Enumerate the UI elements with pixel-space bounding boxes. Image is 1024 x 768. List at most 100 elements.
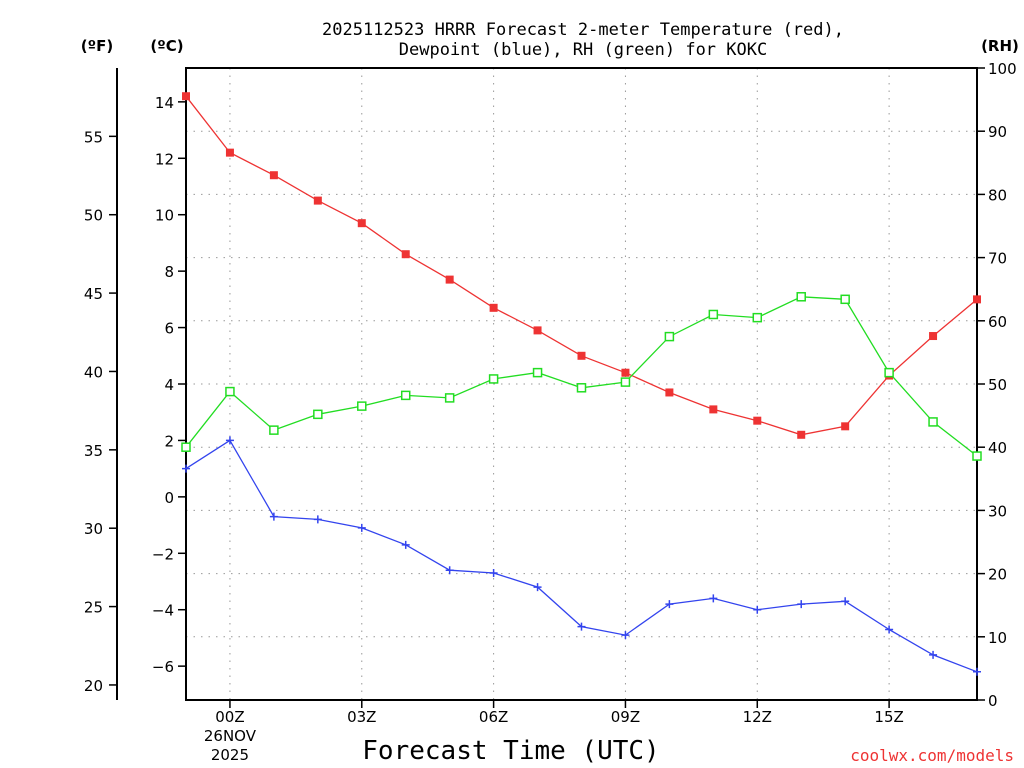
fahrenheit-tick-label: 45 (84, 285, 103, 303)
2-meter-temperature-point (489, 303, 498, 312)
x-tick-label: 00Z (215, 708, 244, 726)
rh-tick-label: 70 (988, 250, 1007, 268)
2-meter-temperature-point (445, 275, 454, 284)
rh-line (185, 296, 978, 457)
x-tick-label: 12Z (743, 708, 772, 726)
2-meter-temperature-point (182, 92, 190, 101)
celsius-tick-label: 10 (155, 207, 174, 225)
fahrenheit-tick-label: 35 (84, 442, 103, 460)
2-meter-temperature-point (841, 422, 850, 431)
celsius-tick-label: −4 (152, 602, 174, 620)
rh-point (928, 417, 938, 427)
x-axis-title: Forecast Time (UTC) (362, 736, 659, 766)
2-meter-temperature-point (665, 388, 674, 397)
rh-tick-label: 30 (988, 502, 1007, 520)
2-meter-temperature-point (225, 148, 234, 157)
2-meter-temperature-point (797, 430, 806, 439)
dewpoint-point (357, 523, 366, 532)
dewpoint-point (533, 583, 542, 592)
series-group (181, 92, 982, 676)
rh-tick-label: 50 (988, 376, 1007, 394)
dewpoint-point (621, 631, 630, 640)
2-meter-temperature-point (753, 416, 762, 425)
dewpoint-point (709, 594, 718, 603)
chart-title-line-1: 2025112523 HRRR Forecast 2-meter Tempera… (322, 20, 844, 40)
celsius-tick-label: 0 (164, 489, 174, 507)
rh-point (269, 425, 279, 435)
rh-tick-label: 100 (988, 60, 1017, 78)
x-tick-label: 09Z (611, 708, 640, 726)
rh-point (488, 374, 499, 384)
2-meter-temperature-point (973, 295, 981, 304)
x-tick-date-label: 26NOV (204, 727, 257, 745)
rh-point (313, 409, 323, 420)
dewpoint-point (841, 597, 850, 606)
2-meter-temperature-point (269, 171, 278, 180)
rh-point (357, 401, 367, 411)
dewpoint-point (797, 600, 806, 609)
credit-text: coolwx.com/models (850, 746, 1014, 765)
chart-title-line-2: Dewpoint (blue), RH (green) for KOKC (399, 40, 767, 60)
rh-point (796, 292, 806, 302)
rh-point (181, 442, 191, 452)
dewpoint-line (185, 439, 978, 673)
rh-unit-label: (RH) (981, 37, 1019, 55)
rh-tick-label: 90 (988, 123, 1007, 141)
rh-point (664, 331, 675, 342)
fahrenheit-unit-label: (ºF) (81, 37, 113, 55)
fahrenheit-tick-label: 30 (84, 520, 103, 538)
dewpoint-point (445, 566, 454, 575)
dewpoint-point (665, 600, 674, 609)
rh-tick-label: 80 (988, 186, 1007, 204)
dewpoint-point (753, 605, 762, 614)
x-tick-label: 06Z (479, 708, 508, 726)
x-tick-year-label: 2025 (211, 746, 249, 764)
2-meter-temperature-point (709, 405, 718, 414)
rh-point (400, 390, 411, 401)
2-meter-temperature-point (621, 368, 630, 377)
2-meter-temperature-point (313, 196, 322, 205)
dewpoint-point (885, 625, 894, 634)
fahrenheit-tick-label: 20 (84, 677, 103, 695)
rh-tick-label: 0 (988, 692, 998, 710)
dewpoint-point (182, 464, 190, 473)
rh-point (532, 367, 543, 378)
rh-point (708, 309, 719, 320)
data-series (181, 92, 982, 676)
dewpoint-point (269, 512, 278, 521)
2-meter-temperature-point (929, 332, 938, 341)
rh-point (884, 367, 894, 378)
2-meter-temperature-point (401, 250, 410, 259)
dewpoint-point (225, 436, 234, 445)
celsius-tick-label: 12 (155, 150, 174, 168)
2-meter-temperature-point (357, 219, 366, 228)
x-tick-label: 03Z (347, 708, 376, 726)
rh-point (225, 386, 235, 397)
fahrenheit-tick-label: 40 (84, 363, 103, 381)
rh-tick-label: 20 (988, 566, 1007, 584)
celsius-tick-label: −2 (152, 545, 174, 563)
celsius-tick-label: −6 (152, 658, 174, 676)
dewpoint-point (973, 667, 981, 676)
fahrenheit-tick-label: 50 (84, 207, 103, 225)
celsius-tick-label: 4 (164, 376, 174, 394)
celsius-tick-label: 6 (164, 320, 174, 338)
dewpoint-point (489, 569, 498, 578)
rh-point (576, 383, 587, 393)
rh-point (620, 377, 631, 387)
rh-tick-label: 40 (988, 439, 1007, 457)
celsius-tick-label: 14 (155, 94, 174, 112)
rh-tick-label: 10 (988, 629, 1007, 647)
fahrenheit-tick-label: 25 (84, 599, 103, 617)
celsius-unit-label: (ºC) (150, 37, 183, 55)
rh-point (444, 393, 455, 403)
dewpoint-point (577, 622, 586, 631)
2-meter-temperature-point (577, 351, 586, 360)
rh-point (972, 451, 982, 461)
x-tick-label: 15Z (874, 708, 903, 726)
rh-tick-label: 60 (988, 313, 1007, 331)
rh-point (752, 312, 763, 323)
2-meter-temperature-point (533, 326, 542, 335)
